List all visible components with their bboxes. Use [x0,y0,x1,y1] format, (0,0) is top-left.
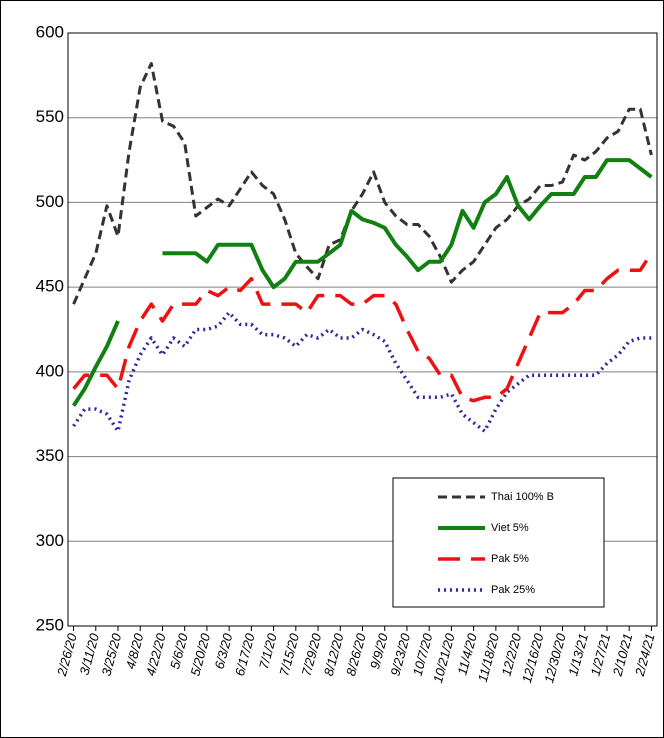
legend-label: Pak 5% [491,553,529,565]
y-tick-label: 500 [36,192,64,211]
series-line [71,158,653,407]
legend-label: Thai 100% B [491,491,554,503]
y-tick-label: 600 [36,22,64,41]
legend: Thai 100% B Viet 5% Pak 5% Pak 25% [392,477,605,608]
legend-box [392,477,605,608]
y-tick-label: 400 [36,361,64,380]
y-tick-label: 450 [36,277,64,296]
y-tick-label: 350 [36,446,64,465]
y-tick-label: 300 [36,531,64,550]
y-tick-label: 550 [36,107,64,126]
series-line [72,62,653,305]
legend-label: Pak 25% [491,584,535,596]
legend-label: Viet 5% [491,522,529,534]
series-line [72,310,652,433]
series-line [72,252,653,403]
y-tick-label: 250 [36,615,64,634]
